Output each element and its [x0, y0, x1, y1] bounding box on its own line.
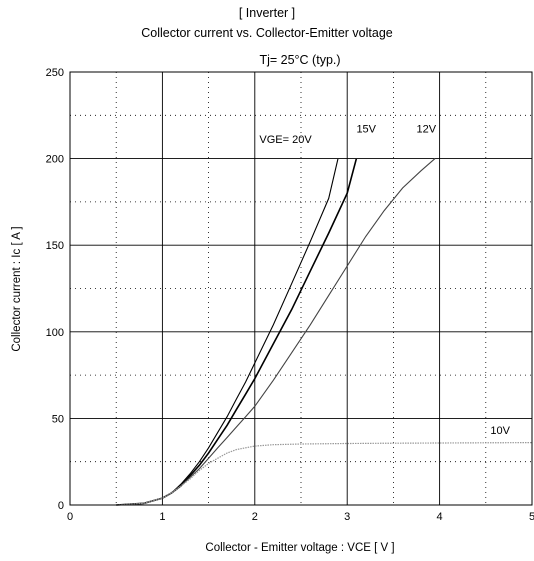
x-tick-label: 1: [159, 511, 165, 523]
x-tick-label: 2: [252, 511, 258, 523]
series-label: 12V: [417, 124, 437, 136]
chart-title: [ Inverter ]: [239, 6, 295, 20]
y-tick-label: 50: [52, 413, 64, 425]
y-tick-label: 150: [46, 240, 64, 252]
x-tick-label: 4: [437, 511, 443, 523]
y-tick-label: 0: [58, 500, 64, 512]
chart-condition: Tj= 25°C (typ.): [259, 53, 340, 67]
y-tick-label: 100: [46, 327, 64, 339]
y-tick-label: 250: [46, 67, 64, 79]
series-label: 10V: [490, 425, 510, 437]
series-line-4: [116, 442, 533, 506]
x-tick-label: 0: [67, 511, 73, 523]
series-lines: [116, 158, 533, 506]
x-axis-label: Collector - Emitter voltage : VCE [ V ]: [205, 542, 394, 554]
series-labels: VGE= 20V 15V 12V 10V: [259, 124, 510, 437]
x-tick-label: 5: [529, 511, 534, 523]
x-tick-label: 3: [344, 511, 350, 523]
y-tick-label: 200: [46, 154, 64, 166]
series-label: 15V: [356, 124, 376, 136]
chart-subtitle: Collector current vs. Collector-Emitter …: [141, 26, 393, 40]
plot-frame: [69, 71, 533, 506]
grid: [70, 72, 532, 505]
series-label: VGE= 20V: [259, 134, 312, 146]
y-axis-label: Collector current : Ic [ A ]: [11, 226, 23, 351]
